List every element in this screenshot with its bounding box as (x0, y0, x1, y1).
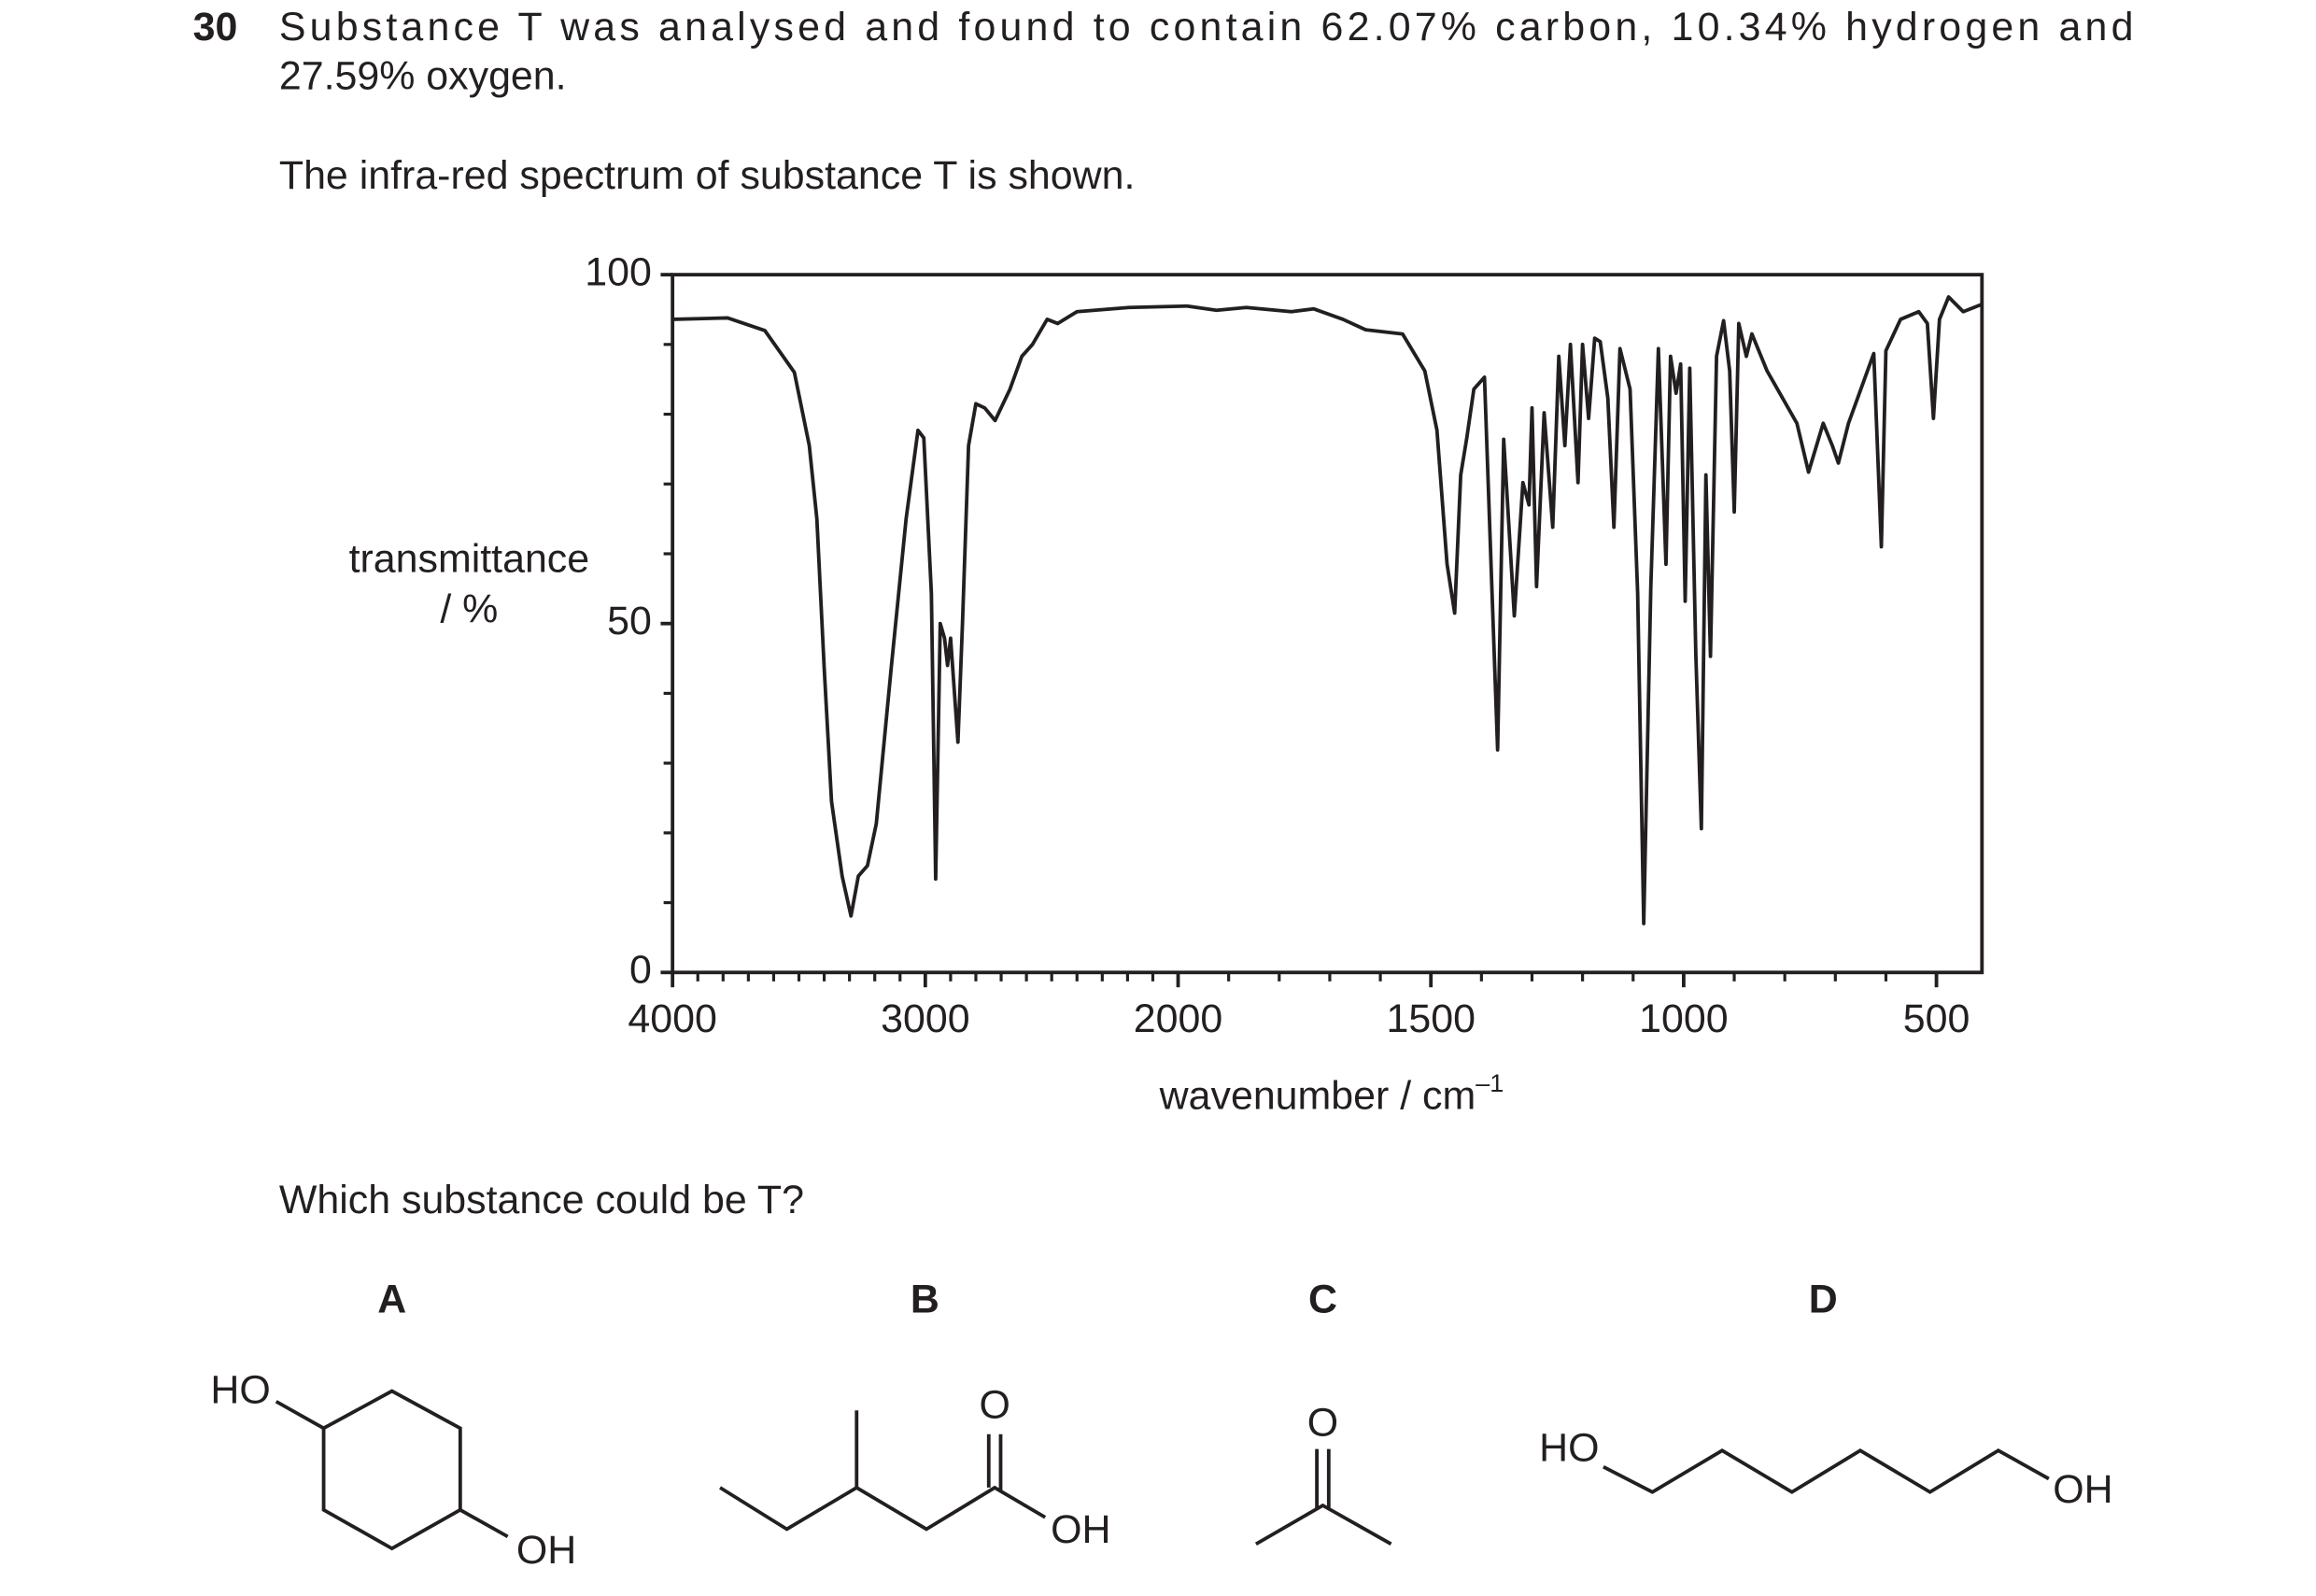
atom-label: O (979, 1382, 1010, 1427)
ir-spectrum: transmittance / % wavenumber / cm–1 0 50 1… (349, 249, 1984, 1119)
spectrum-line (672, 295, 1982, 925)
y-tick-label: 100 (585, 249, 652, 294)
y-tick-label: 50 (607, 599, 652, 643)
x-tick-label: 500 (1903, 996, 1970, 1041)
y-tick-label: 0 (629, 948, 652, 993)
atom-label: HO (210, 1368, 270, 1413)
y-axis-label: transmittance (349, 536, 590, 581)
structure (1254, 1448, 1392, 1547)
question-text: 27.59% oxygen. (279, 54, 567, 99)
x-tick-label: 3000 (881, 996, 969, 1041)
question-text: Substance T was analysed and found to co… (279, 5, 2134, 49)
prompt-text: Which substance could be T? (279, 1178, 804, 1222)
x-tick-label: 1000 (1639, 996, 1728, 1041)
atom-label: OH (2053, 1467, 2112, 1512)
option-letter: D (1809, 1278, 1838, 1322)
atom-label: OH (516, 1528, 576, 1573)
structure (719, 1410, 1047, 1532)
structure (1603, 1448, 2050, 1494)
x-tick-label: 4000 (628, 996, 716, 1041)
x-tick-label: 2000 (1134, 996, 1222, 1041)
atom-label: OH (1051, 1507, 1110, 1552)
atom-label: O (1307, 1401, 1338, 1446)
option-b: B O OH (719, 1278, 1111, 1552)
question-number: 30 (193, 5, 238, 49)
atom-label: HO (1539, 1426, 1599, 1471)
option-c: C O (1254, 1278, 1392, 1547)
option-letter: C (1308, 1278, 1337, 1322)
x-axis-label-text: wavenumber / cm (1159, 1074, 1476, 1119)
x-axis-label: wavenumber / cm–1 (1159, 1069, 1504, 1119)
option-letter: B (911, 1278, 939, 1322)
option-a: A HO OH (210, 1278, 576, 1574)
x-axis-label-superscript: –1 (1476, 1069, 1504, 1097)
option-letter: A (377, 1278, 406, 1322)
option-d: D HO OH (1539, 1278, 2112, 1512)
y-axis-label: / % (440, 586, 498, 631)
x-tick-label: 1500 (1386, 996, 1475, 1041)
structure (275, 1389, 509, 1551)
intro-text: The infra-red spectrum of substance T is… (279, 153, 1136, 198)
plot-frame (671, 273, 1984, 975)
